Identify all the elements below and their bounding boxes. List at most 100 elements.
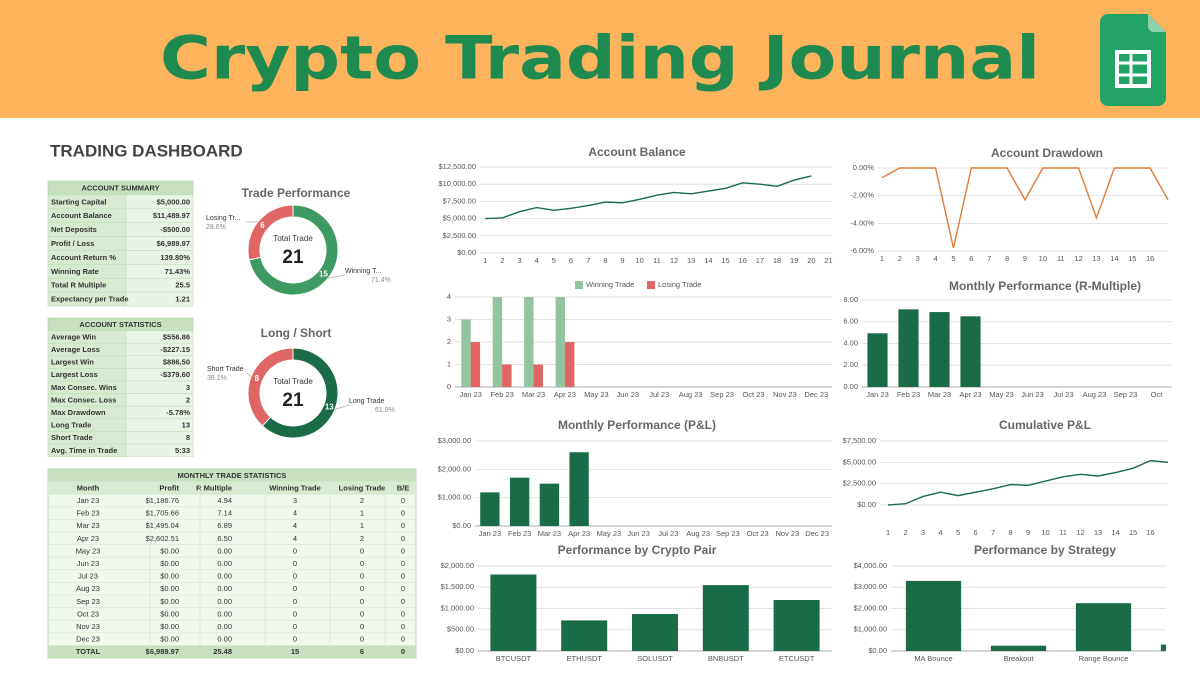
bar (509, 477, 530, 526)
table-cell: 0 (401, 534, 405, 543)
bar (561, 620, 608, 651)
y-tick-label: $2,500.00 (843, 479, 876, 488)
slice-value-label: 13 (325, 402, 334, 411)
table-cell: 0.00 (217, 597, 232, 606)
donut-total: 21 (282, 390, 304, 411)
table-title: ACCOUNT SUMMARY (81, 183, 159, 192)
table-cell: 0 (360, 559, 364, 568)
bar (569, 452, 589, 526)
table-value: 1.21 (175, 295, 190, 304)
y-tick-label: $1,500.00 (441, 582, 474, 591)
table-cell: May 23 (76, 546, 101, 555)
table-total-bg (48, 645, 416, 658)
x-tick-label: 3 (916, 254, 920, 263)
table-label: Net Deposits (51, 225, 97, 234)
table-cell: Dec 23 (76, 635, 100, 644)
table-cell: 0 (401, 584, 405, 593)
table-label: Max Drawdown (51, 408, 106, 417)
bar (480, 492, 500, 526)
x-tick-label: Apr 23 (959, 390, 981, 399)
x-tick-label: Sep 23 (716, 529, 740, 538)
table-cell: 6.89 (217, 521, 232, 530)
x-tick-label: Jan 23 (866, 390, 889, 399)
chart-title: Performance by Strategy (974, 543, 1116, 557)
chart-title: Long / Short (261, 326, 332, 340)
table-cell: 0.00 (217, 572, 232, 581)
x-tick-label: Jul 23 (658, 529, 678, 538)
x-tick-label: Oct 23 (747, 529, 769, 538)
x-tick-label: 1 (886, 528, 890, 537)
legend-label: Losing Trade (658, 280, 701, 289)
x-tick-label: 6 (569, 256, 573, 265)
x-tick-label: 12 (670, 256, 678, 265)
column-header: R Multiple (196, 483, 232, 492)
y-tick-label: $7,500.00 (843, 436, 876, 445)
y-tick-label: 0 (447, 382, 451, 391)
line-series (887, 459, 1169, 506)
x-tick-label: 9 (1023, 254, 1027, 263)
table-cell: 1 (360, 509, 364, 518)
x-tick-label: May 23 (597, 529, 622, 538)
table-cell: 7.14 (217, 509, 232, 518)
x-tick-label: Jan 23 (479, 529, 502, 538)
x-tick-label: Oct 23 (742, 390, 764, 399)
x-tick-label: 13 (1092, 254, 1100, 263)
x-tick-label: May 23 (584, 390, 609, 399)
table-cell: 0.00 (217, 622, 232, 631)
table-label: Account Return % (51, 253, 116, 262)
y-tick-label: $500.00 (447, 625, 474, 634)
table-value: -$379.60 (160, 370, 190, 379)
x-tick-label: 17 (756, 256, 764, 265)
bar (929, 312, 950, 387)
table-label: Total R Multiple (51, 281, 106, 290)
y-tick-label: $0.00 (857, 500, 876, 509)
column-header: Losing Trade (339, 483, 386, 492)
bar (631, 614, 679, 651)
slice-value-label: 8 (254, 374, 259, 383)
x-tick-label: Sep 23 (710, 390, 734, 399)
x-tick-label: Feb 23 (508, 529, 531, 538)
table-cell: Nov 23 (76, 622, 100, 631)
table-total-cell: TOTAL (76, 647, 101, 656)
bar (905, 580, 962, 651)
slice-name: Long Trade (349, 398, 385, 405)
bar (1160, 644, 1166, 651)
y-tick-label: $4,000.00 (854, 561, 887, 570)
table-cell: 0 (360, 584, 364, 593)
x-tick-label: Sep 23 (1114, 390, 1138, 399)
table-cell: Mar 23 (76, 521, 99, 530)
y-tick-label: $7,500.00 (443, 196, 476, 205)
x-tick-label: Jul 23 (649, 390, 669, 399)
y-tick-label: -2.00% (850, 191, 874, 200)
x-tick-label: ETCUSDT (779, 654, 815, 663)
x-tick-label: Aug 23 (679, 390, 703, 399)
bar (524, 297, 534, 387)
x-tick-label: 16 (739, 256, 747, 265)
table-cell: $0.00 (160, 572, 179, 581)
y-tick-label: $1,000.00 (854, 625, 887, 634)
table-cell: 0 (401, 609, 405, 618)
table-value: 13 (182, 421, 190, 430)
x-tick-label: 3 (517, 256, 521, 265)
x-tick-label: 5 (951, 254, 955, 263)
x-tick-label: Nov 23 (775, 529, 799, 538)
x-tick-label: May 23 (989, 390, 1014, 399)
donut-center-label: Total Trade (273, 377, 313, 386)
slice-percent: 61.9% (375, 407, 395, 414)
x-tick-label: 14 (1111, 528, 1119, 537)
bar (533, 364, 543, 387)
table-label: Profit / Loss (51, 239, 94, 248)
leader-line (334, 404, 350, 410)
x-tick-label: 11 (653, 256, 661, 265)
legend-swatch (647, 281, 655, 289)
table-cell: 0 (360, 597, 364, 606)
x-tick-label: SOLUSDT (637, 654, 673, 663)
x-tick-label: 8 (1005, 254, 1009, 263)
table-cell: 0 (401, 509, 405, 518)
y-tick-label: $2,000.00 (854, 603, 887, 612)
table-cell: 0 (293, 546, 297, 555)
y-tick-label: 6.00 (843, 317, 858, 326)
table-cell: 0 (401, 635, 405, 644)
table-label: Largest Loss (51, 370, 98, 379)
y-tick-label: $1,000.00 (438, 493, 471, 502)
